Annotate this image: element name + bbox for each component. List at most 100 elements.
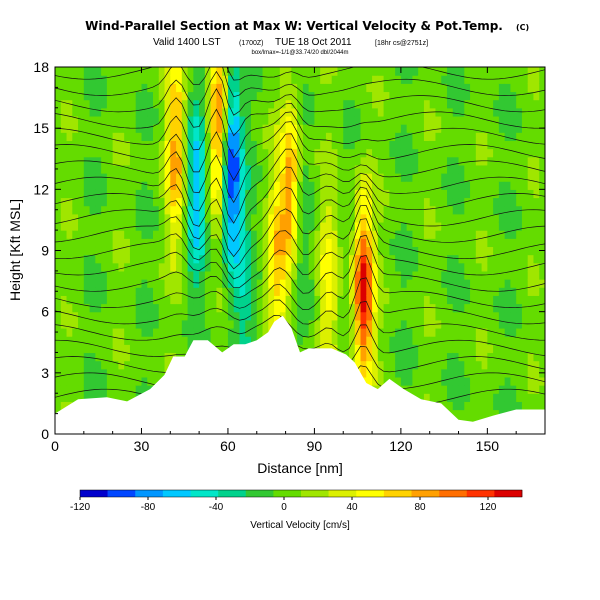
field-cell [360, 181, 367, 190]
field-cell [256, 303, 264, 313]
field-cell [383, 181, 390, 190]
field-cell [400, 311, 408, 321]
field-cell [147, 262, 154, 272]
field-cell [464, 319, 471, 329]
field-cell [372, 115, 379, 125]
field-cell [464, 189, 471, 199]
field-cell [308, 115, 316, 125]
field-cell [447, 91, 454, 101]
field-cell [55, 67, 62, 76]
field-cell [83, 336, 91, 345]
field-cell [141, 270, 148, 280]
field-cell [372, 164, 379, 174]
field-cell [441, 352, 448, 362]
field-cell [233, 140, 241, 150]
field-cell [533, 197, 540, 207]
field-cell [78, 132, 85, 141]
field-cell [251, 132, 258, 141]
field-cell [106, 295, 114, 305]
field-cell [302, 262, 310, 272]
field-cell [274, 246, 281, 256]
field-cell [222, 319, 229, 329]
field-cell [521, 124, 529, 133]
field-cell [233, 246, 241, 256]
field-cell [72, 75, 79, 84]
field-cell [412, 327, 419, 337]
field-cell [533, 336, 540, 345]
colorbar-segment [135, 490, 164, 497]
field-cell [308, 327, 316, 337]
field-cell [101, 197, 108, 207]
field-cell [349, 148, 356, 158]
field-cell [498, 132, 506, 141]
field-cell [187, 67, 194, 76]
field-cell [395, 279, 402, 288]
field-cell [135, 344, 143, 354]
field-cell [516, 360, 523, 370]
field-cell [521, 197, 529, 207]
field-cell [331, 287, 339, 296]
field-cell [314, 83, 321, 93]
field-cell [504, 132, 512, 141]
field-cell [285, 246, 292, 256]
field-cell [60, 303, 68, 313]
field-cell [521, 303, 529, 313]
field-cell [124, 279, 131, 288]
field-cell [320, 107, 327, 117]
field-cell [216, 140, 223, 150]
field-cell [153, 311, 160, 321]
isentrope-line [55, 254, 545, 310]
field-cell [539, 311, 545, 321]
field-cell [464, 156, 471, 166]
field-cell [325, 75, 333, 84]
field-cell [164, 254, 171, 264]
field-cell [331, 132, 339, 141]
field-cell [447, 295, 454, 305]
field-cell [314, 91, 321, 101]
field-cell [256, 83, 264, 93]
field-cell [256, 91, 264, 101]
field-cell [55, 327, 62, 337]
field-cell [170, 67, 177, 76]
field-cell [164, 287, 171, 296]
field-cell [135, 279, 143, 288]
field-cell [66, 197, 73, 207]
field-cell [493, 254, 500, 264]
field-cell [429, 67, 437, 76]
field-cell [204, 115, 212, 125]
field-cell [181, 181, 189, 190]
field-cell [72, 368, 79, 378]
field-cell [285, 75, 292, 84]
field-cell [423, 124, 431, 133]
field-cell [262, 148, 269, 158]
field-cell [297, 303, 304, 313]
field-cell [181, 254, 189, 264]
field-cell [458, 360, 465, 370]
field-cell [372, 205, 379, 215]
field-cell [308, 156, 316, 166]
field-cell [325, 164, 333, 174]
field-cell [308, 140, 316, 150]
field-cell [423, 270, 431, 280]
field-cell [66, 287, 73, 296]
field-cell [377, 107, 385, 117]
field-cell [256, 221, 264, 231]
field-cell [78, 91, 85, 101]
field-cell [60, 385, 68, 394]
field-cell [233, 336, 241, 345]
field-cell [458, 270, 465, 280]
field-cell [210, 279, 218, 288]
field-cell [504, 262, 512, 272]
field-cell [406, 205, 414, 215]
field-cell [360, 197, 367, 207]
field-cell [516, 124, 523, 133]
field-cell [141, 91, 148, 101]
field-cell [366, 173, 373, 182]
field-cell [372, 303, 379, 313]
field-cell [389, 132, 396, 141]
field-cell [60, 295, 68, 305]
field-cell [106, 91, 114, 101]
field-cell [239, 262, 246, 272]
field-cell [366, 75, 373, 84]
field-cell [181, 156, 189, 166]
